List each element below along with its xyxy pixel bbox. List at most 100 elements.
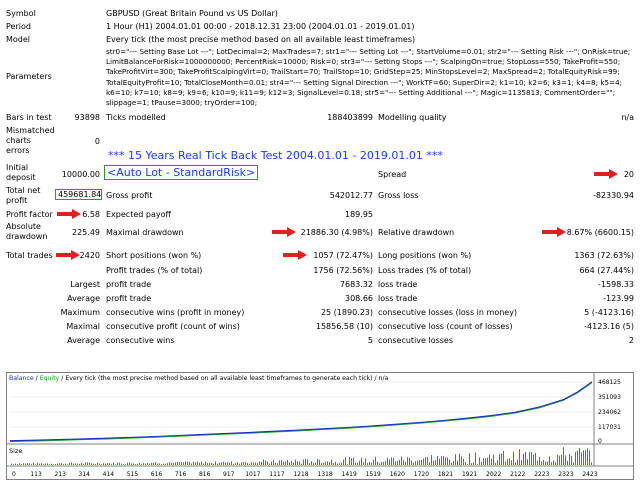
period-label: Period: [6, 22, 31, 31]
size-bar: [493, 454, 494, 465]
arrow-icon: [57, 209, 81, 219]
size-bar: [193, 461, 194, 465]
size-bar: [437, 455, 438, 465]
size-bar: [223, 461, 224, 465]
size-bar: [23, 463, 24, 465]
size-bar: [195, 462, 196, 465]
size-bar: [183, 462, 184, 465]
balance-chart: Balance / Equity / Every tick (the most …: [6, 372, 634, 480]
long-positions-value: 1363 (72.63%): [574, 251, 634, 260]
size-bar: [521, 460, 522, 465]
y-tick-label: 0: [598, 438, 602, 445]
size-bar: [297, 461, 298, 465]
size-bar: [305, 458, 306, 465]
size-bar: [81, 462, 82, 465]
size-bar: [255, 462, 256, 465]
arrow-icon: [594, 169, 618, 179]
size-bar: [103, 463, 104, 465]
size-bar: [345, 457, 346, 465]
size-bar: [331, 459, 332, 465]
size-bar: [455, 454, 456, 465]
maximal-consecutive-loss-value: -4123.16 (5): [584, 322, 634, 331]
size-bar: [511, 460, 512, 465]
size-bar: [119, 462, 120, 465]
size-bar: [91, 463, 92, 465]
size-bar: [471, 463, 472, 465]
arrow-icon: [283, 250, 307, 260]
size-bar: [411, 460, 412, 465]
size-bar: [101, 464, 102, 465]
size-bar: [553, 460, 554, 465]
size-bar: [587, 448, 588, 465]
size-bar: [171, 462, 172, 465]
size-bar: [337, 463, 338, 465]
loss-trades-label: Loss trades (% of total): [378, 266, 472, 275]
size-bar: [235, 462, 236, 465]
chart-legend: Balance / Equity / Every tick (the most …: [9, 375, 389, 382]
size-bar: [321, 463, 322, 465]
size-bar: [33, 462, 34, 465]
x-tick-label: 2423: [582, 471, 597, 478]
size-bar: [423, 458, 424, 465]
size-bar: [555, 461, 556, 465]
size-bar: [329, 462, 330, 465]
gross-profit-value: 542012.77: [329, 191, 373, 200]
ticks-label: Ticks modelled: [106, 113, 166, 122]
size-bar: [19, 463, 20, 465]
size-bar: [419, 460, 420, 465]
size-bar: [435, 460, 436, 465]
profit-trades-label: Profit trades (% of total): [106, 266, 203, 275]
size-bar: [17, 464, 18, 465]
size-bar: [287, 460, 288, 465]
size-bar: [47, 463, 48, 465]
x-tick-label: 2022: [486, 471, 501, 478]
y-tick-label: 351093: [598, 394, 621, 401]
size-bar: [515, 462, 516, 465]
size-bar: [151, 462, 152, 465]
size-bar: [27, 463, 28, 465]
size-bar: [369, 462, 370, 465]
size-bar: [461, 456, 462, 465]
size-bar: [15, 463, 16, 465]
size-bar: [231, 461, 232, 465]
size-bar: [341, 462, 342, 465]
size-bar: [429, 462, 430, 465]
size-bar: [545, 461, 546, 465]
size-bar: [565, 455, 566, 465]
size-bar: [397, 460, 398, 465]
expected-payoff-label: Expected payoff: [106, 210, 171, 219]
size-bar: [163, 463, 164, 465]
x-tick-label: 314: [79, 471, 91, 478]
size-bar: [381, 461, 382, 465]
size-bar: [441, 455, 442, 465]
size-bar: [421, 459, 422, 465]
size-bar: [249, 463, 250, 465]
parameters-value: str0="--- Setting Base Lot ---"; LotDeci…: [106, 47, 631, 108]
size-bar: [581, 452, 582, 465]
size-bar: [507, 459, 508, 465]
size-bar: [253, 462, 254, 465]
size-bar: [319, 459, 320, 465]
size-bar: [207, 462, 208, 465]
size-bar: [427, 457, 428, 465]
symbol-label: Symbol: [6, 9, 36, 18]
absolute-drawdown-value: 225.49: [72, 228, 100, 237]
size-bar: [133, 463, 134, 465]
x-tick-label: 1519: [366, 471, 381, 478]
legend-balance: Balance: [9, 375, 34, 382]
size-bar: [143, 463, 144, 465]
size-bar: [383, 461, 384, 465]
size-bar: [261, 461, 262, 465]
size-bar: [137, 463, 138, 465]
headline-annotation: *** 15 Years Real Tick Back Test 2004.01…: [108, 149, 443, 162]
size-bar: [359, 460, 360, 465]
size-bar: [459, 453, 460, 465]
size-bar: [167, 463, 168, 465]
size-bar: [251, 461, 252, 465]
size-bar: [279, 460, 280, 465]
size-bar: [409, 457, 410, 465]
size-bar: [371, 462, 372, 465]
max-consecutive-wins-value: 25 (1890.23): [320, 308, 373, 317]
size-bar: [113, 462, 114, 465]
size-bar: [293, 462, 294, 465]
